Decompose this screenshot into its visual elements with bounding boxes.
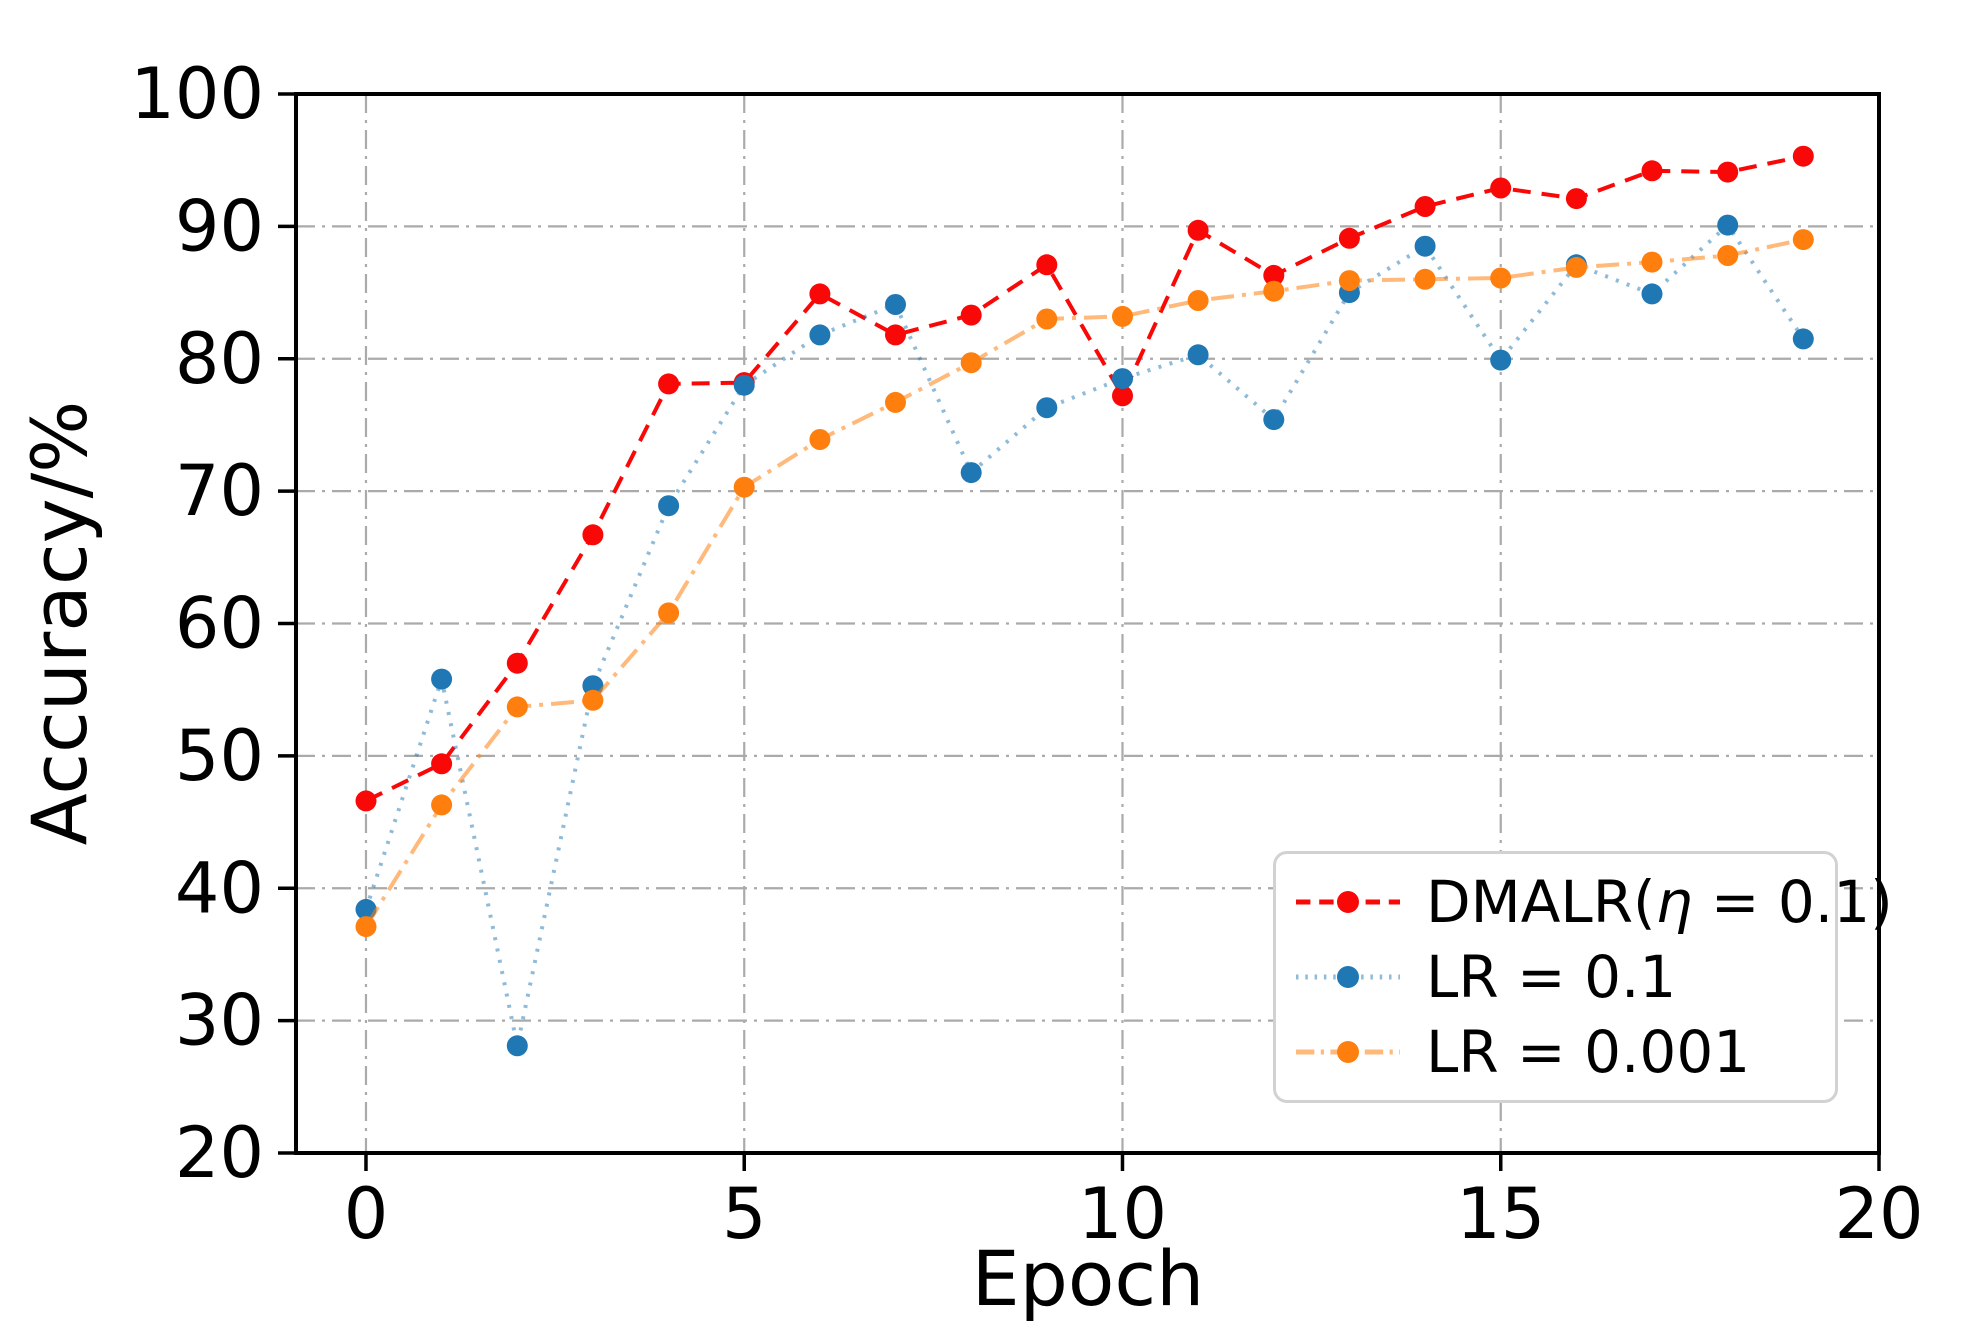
legend-sample-lr-0-001-icon [1296, 1041, 1400, 1064]
data-point [1112, 368, 1133, 390]
series-line-1 [364, 222, 1805, 1047]
legend-item-lr-0-1: LR = 0.1 [1292, 939, 1835, 1014]
legend-label-lr-0-1: LR = 0.1 [1426, 942, 1677, 1011]
legend-sample-dmalr-icon [1296, 890, 1400, 913]
data-point [582, 689, 604, 711]
y-tick-label-90: 90 [175, 185, 264, 267]
data-point [960, 304, 982, 326]
y-tick-label-40: 40 [175, 847, 264, 929]
data-point [506, 1035, 528, 1057]
data-point [1717, 214, 1739, 236]
series-line-0 [365, 154, 1804, 803]
data-point [658, 495, 680, 517]
y-tick-label-100: 100 [130, 53, 264, 135]
y-tick-label-20: 20 [175, 1112, 264, 1194]
data-point [1792, 328, 1814, 350]
data-point [1414, 196, 1436, 217]
data-point [582, 524, 604, 546]
data-point [1187, 290, 1209, 311]
data-point [1792, 229, 1814, 251]
x-tick-label-5: 5 [722, 1173, 767, 1255]
x-tick-label-10: 10 [1078, 1173, 1167, 1255]
data-point [506, 696, 528, 718]
data-point [431, 753, 453, 775]
legend-item-lr-0-001: LR = 0.001 [1292, 1015, 1835, 1090]
data-point [431, 668, 453, 690]
data-point [809, 429, 831, 450]
legend-label-lr-0-001: LR = 0.001 [1426, 1018, 1751, 1087]
data-point [1414, 268, 1436, 290]
axis-ticks [278, 92, 1881, 1171]
data-point [431, 794, 453, 816]
data-point [355, 790, 377, 812]
legend: DMALR(η = 0.1) LR = 0.1 LR = 0.001 [1273, 851, 1893, 1103]
data-point [1490, 177, 1512, 199]
data-point [809, 324, 831, 346]
data-point [1717, 245, 1739, 266]
data-point [1036, 397, 1058, 419]
data-point [1565, 188, 1587, 210]
data-point [885, 294, 906, 315]
data-point [1641, 251, 1663, 273]
data-point [1263, 264, 1285, 286]
data-point [1641, 283, 1663, 305]
data-point [506, 652, 528, 674]
data-point [960, 352, 982, 374]
data-point [1792, 145, 1814, 167]
data-point [960, 462, 982, 484]
data-point [658, 373, 680, 395]
y-axis-label: Accuracy/% [15, 401, 104, 846]
legend-label-dmalr: DMALR(η = 0.1) [1426, 867, 1893, 936]
legend-sample-lr-0-1-icon [1296, 965, 1400, 988]
data-point [1414, 235, 1436, 257]
data-point [885, 391, 906, 413]
data-point [1112, 385, 1133, 407]
legend-item-dmalr: DMALR(η = 0.1) [1292, 864, 1893, 939]
x-tick-label-0: 0 [344, 1173, 389, 1255]
data-point [1187, 344, 1209, 366]
data-point [1717, 161, 1739, 183]
data-point [1338, 270, 1360, 292]
data-series [355, 145, 1814, 1057]
data-point [1338, 227, 1360, 249]
x-axis-label: Epoch [972, 1234, 1205, 1322]
data-point [1263, 409, 1285, 431]
tick-labels: 0 5 10 15 20 20 30 40 50 60 70 80 90 100 [130, 53, 1923, 1255]
y-tick-label-60: 60 [175, 583, 264, 665]
data-point [809, 283, 831, 305]
data-point [733, 374, 755, 396]
data-point [1112, 305, 1133, 327]
data-point [1490, 267, 1512, 289]
data-point [582, 675, 604, 697]
data-point [355, 916, 377, 938]
x-tick-label-20: 20 [1834, 1173, 1923, 1255]
series-line-2 [364, 237, 1804, 928]
y-tick-label-80: 80 [175, 318, 264, 400]
data-point [1641, 160, 1663, 182]
y-tick-label-50: 50 [175, 715, 264, 797]
y-tick-label-30: 30 [175, 980, 264, 1062]
x-tick-label-15: 15 [1456, 1173, 1545, 1255]
data-point [658, 602, 680, 624]
data-point [885, 324, 906, 346]
data-point [1565, 256, 1587, 278]
data-point [1490, 349, 1512, 371]
data-point [1036, 308, 1058, 330]
data-point [733, 476, 755, 498]
y-tick-label-70: 70 [175, 450, 264, 532]
data-point [1187, 219, 1209, 241]
data-point [1263, 280, 1285, 302]
data-point [1036, 254, 1058, 276]
